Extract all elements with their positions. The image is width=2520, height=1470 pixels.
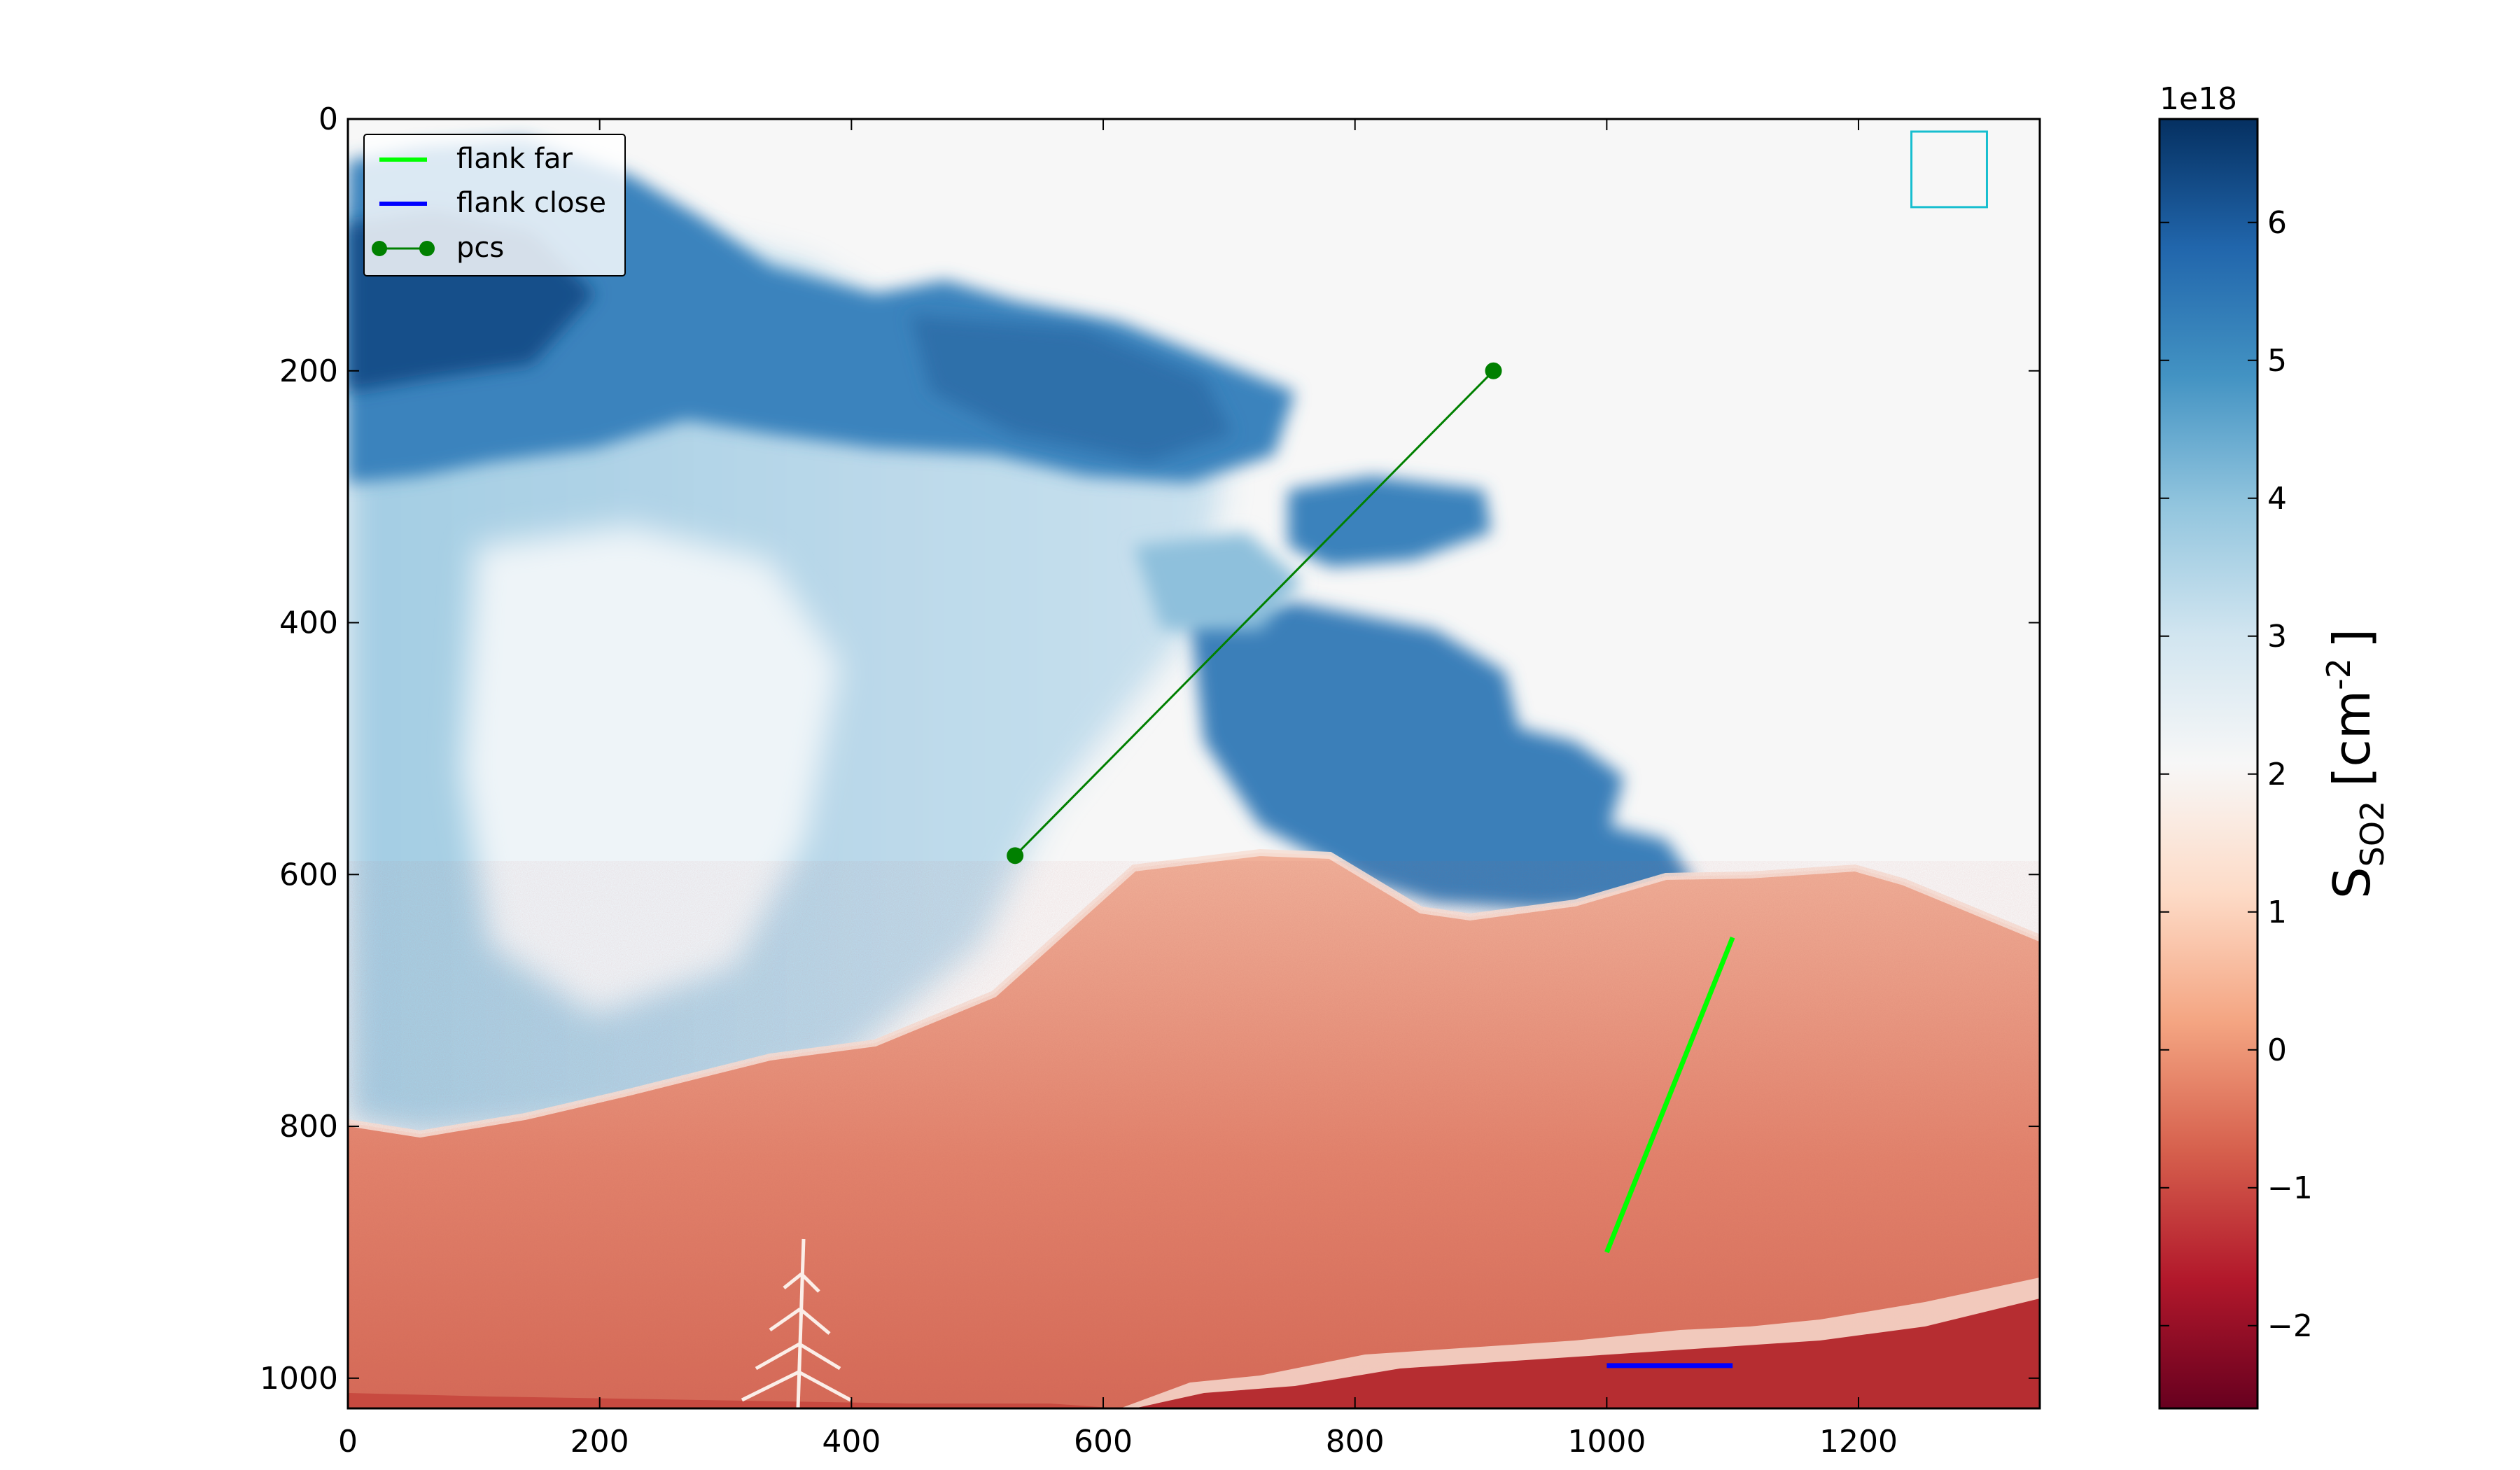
y-tick-label: 200 [279, 354, 338, 389]
legend-label-flank-far: flank far [456, 143, 573, 175]
line-flank-far [1604, 936, 1735, 1254]
colorbar-tick-label: −2 [2267, 1308, 2313, 1344]
x-tick-label: 400 [822, 1424, 881, 1460]
overlay-lines [1007, 130, 1988, 1368]
x-tick-label: 1200 [1819, 1424, 1898, 1460]
colorbar-label-subscript: SO2 [2353, 801, 2391, 867]
colorbar-tick-label: 6 [2267, 205, 2287, 241]
x-tick-label: 800 [1326, 1424, 1385, 1460]
colorbar-tick-label: −1 [2267, 1170, 2313, 1206]
colorbar-gradient [2160, 119, 2258, 1408]
marker-pcs-point [1007, 847, 1024, 864]
colorbar: −2 −1 0 1 2 3 4 5 6 1e18 SSO2 [cm-2] [2158, 81, 2391, 1410]
legend: flank far flank close pcs [363, 134, 626, 276]
y-tick-label: 600 [279, 857, 338, 892]
x-tick-label: 1000 [1567, 1424, 1646, 1460]
x-tick-label: 200 [570, 1424, 629, 1460]
colorbar-tick-label: 0 [2267, 1032, 2287, 1068]
colorbar-label: SSO2 [cm-2] [2320, 629, 2391, 899]
x-axis: 0 200 400 600 800 1000 1200 [338, 119, 1898, 1460]
legend-marker-pcs-start [372, 241, 387, 256]
colorbar-tick-label: 2 [2267, 757, 2287, 792]
colorbar-tick-label: 1 [2267, 895, 2287, 930]
y-axis: 0 200 400 600 800 1000 [260, 102, 2040, 1396]
marker-pcs-point [1485, 362, 1502, 379]
colorbar-tick-label: 5 [2267, 343, 2287, 379]
x-tick-label: 0 [338, 1424, 358, 1460]
y-tick-label: 0 [318, 102, 338, 137]
legend-label-pcs: pcs [456, 232, 504, 264]
colorbar-label-close: ] [2323, 629, 2381, 648]
reference-rectangle [1910, 130, 1988, 209]
y-tick-label: 1000 [260, 1361, 338, 1396]
y-tick-label: 400 [279, 606, 338, 641]
colorbar-exponent: 1e18 [2160, 81, 2237, 117]
colorbar-label-symbol: S [2323, 867, 2381, 899]
y-tick-label: 800 [279, 1109, 338, 1144]
colorbar-label-units: [cm [2323, 690, 2381, 787]
line-pcs [1014, 370, 1494, 857]
plot-frame [346, 118, 2041, 1410]
legend-box [363, 134, 626, 276]
heatmap-image [348, 119, 2040, 1408]
legend-marker-pcs-end [419, 241, 435, 256]
colorbar-tick-label: 4 [2267, 481, 2287, 517]
colorbar-frame [2158, 118, 2259, 1410]
colorbar-tick-label: 3 [2267, 619, 2287, 654]
colorbar-label-exponent: -2 [2320, 658, 2358, 690]
legend-label-flank-close: flank close [456, 187, 606, 219]
colorbar-ticks: −2 −1 0 1 2 3 4 5 6 [2160, 205, 2313, 1344]
x-tick-label: 600 [1074, 1424, 1133, 1460]
